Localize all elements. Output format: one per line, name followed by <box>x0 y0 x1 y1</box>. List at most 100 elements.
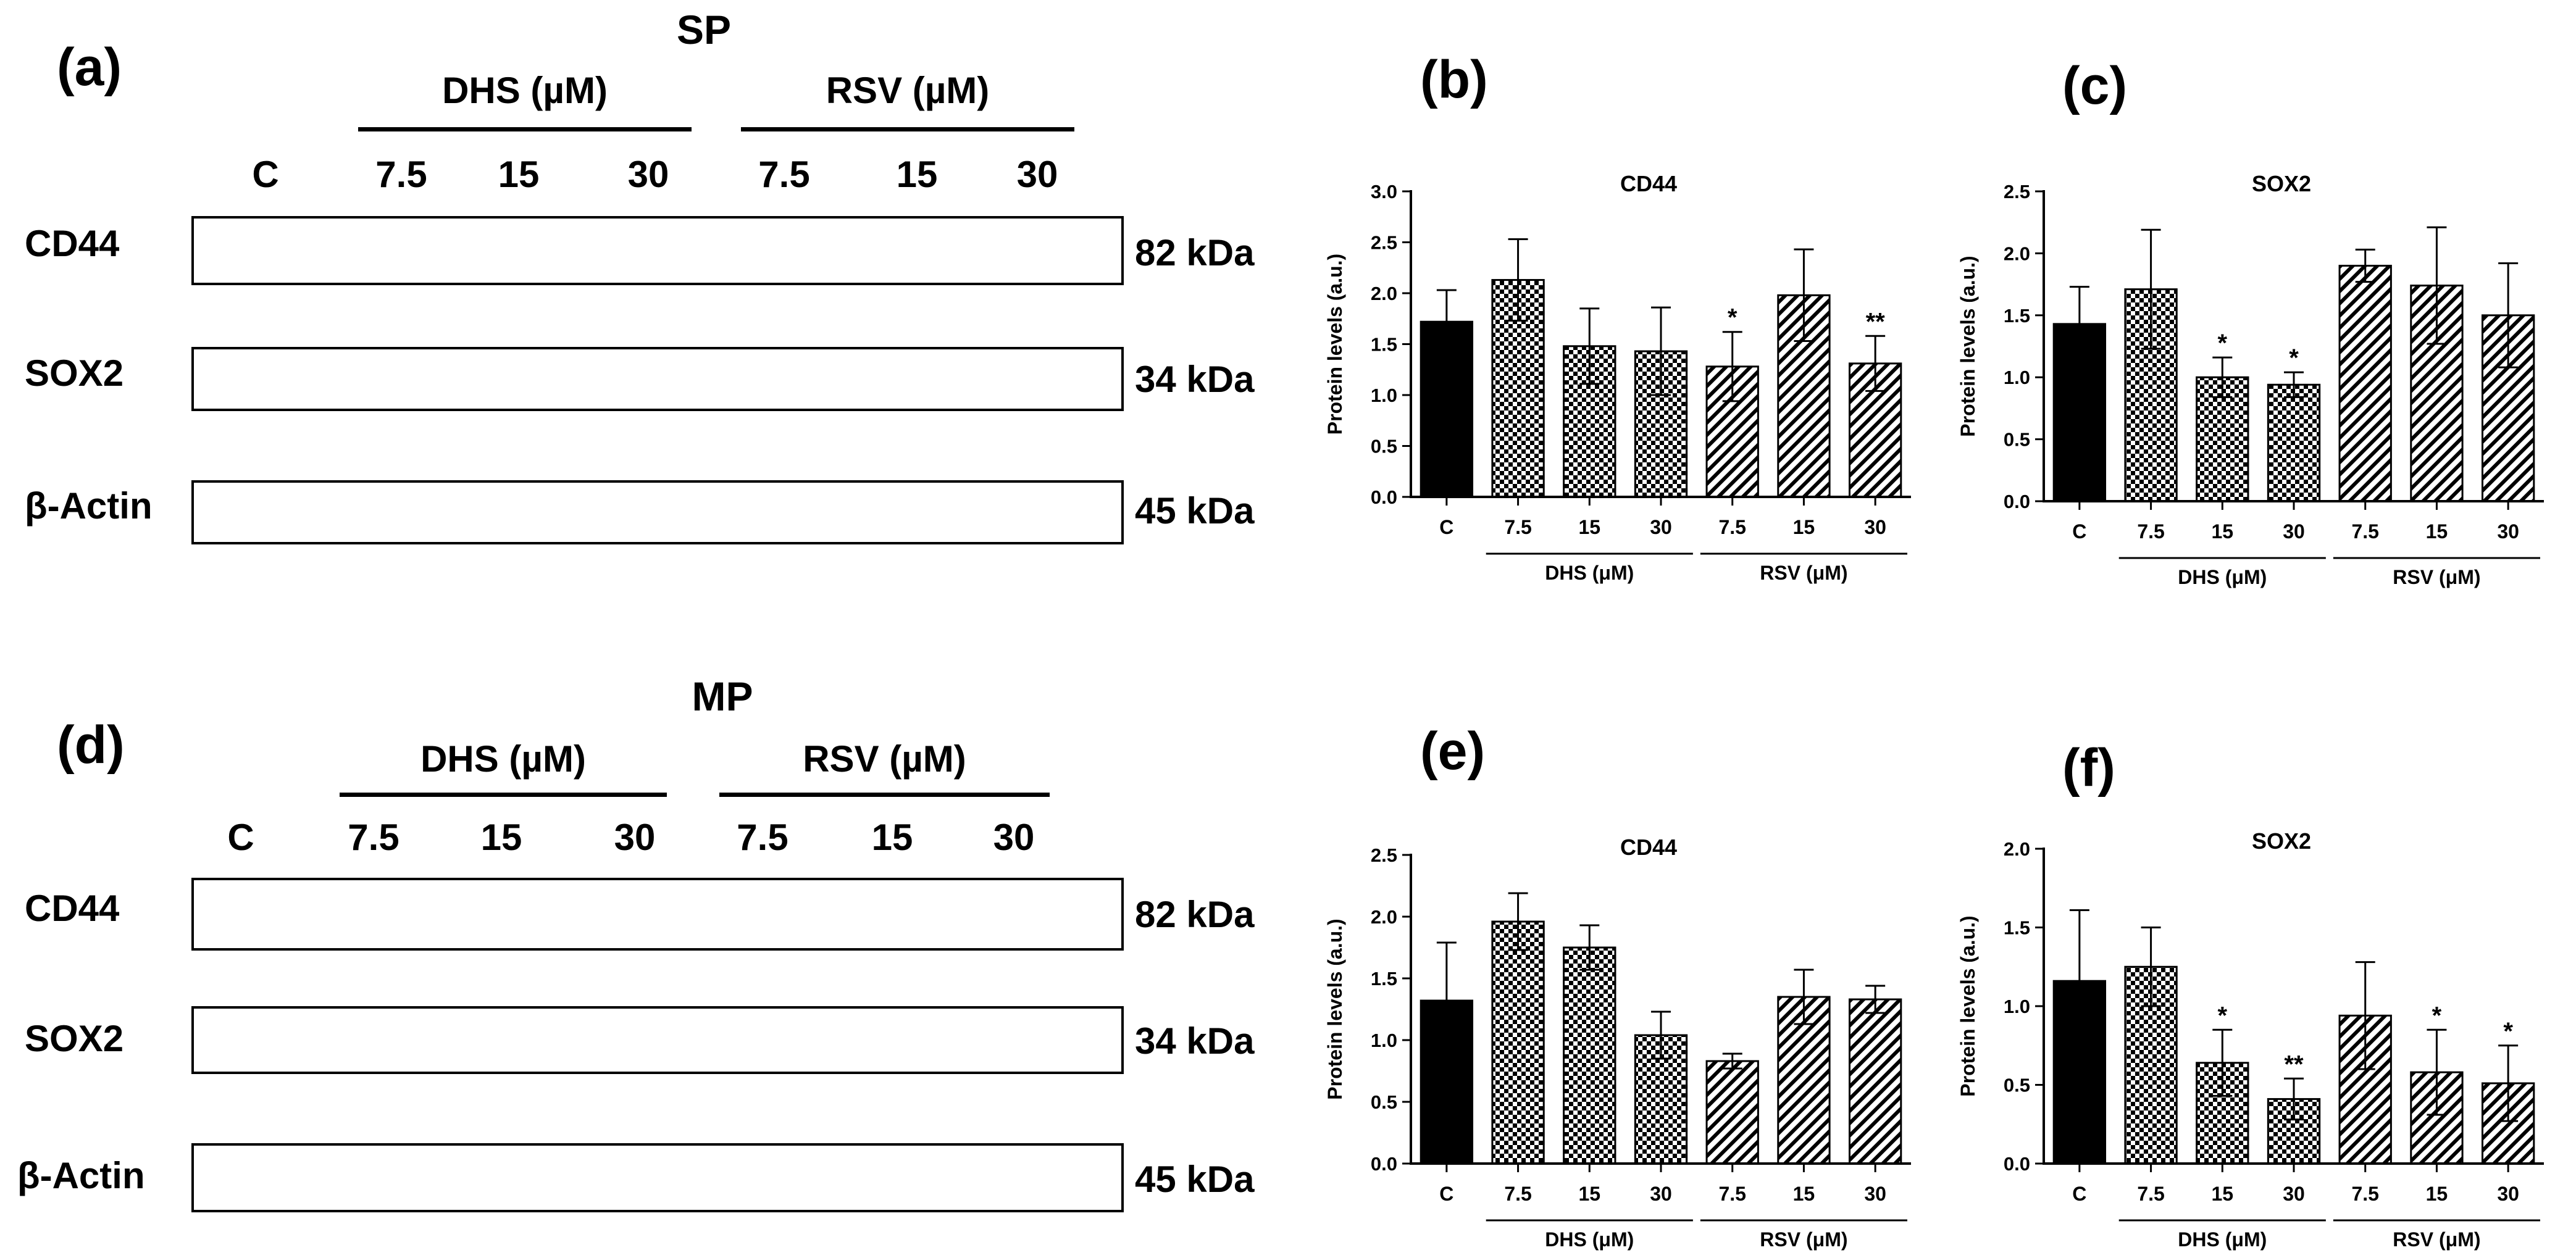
chart-b-title: CD44 <box>1620 171 1677 196</box>
chart-c-y-tick-label: 1.0 <box>2004 367 2030 388</box>
chart-b-bar <box>1705 365 1759 498</box>
chart-f-x-tick-label: 7.5 <box>2137 1183 2164 1205</box>
chart-c-y-tick-label: 2.0 <box>2004 243 2030 264</box>
chart-f-y-tick-label: 2.0 <box>2004 838 2030 860</box>
blot-sp-row-cd44-label: CD44 <box>25 223 120 264</box>
chart-e-title: CD44 <box>1620 835 1677 860</box>
chart-c-x-tick-label: 15 <box>2426 520 2448 543</box>
chart-e-group-label: RSV (μM) <box>1760 1228 1847 1251</box>
chart-e-x-tick-label: 7.5 <box>1718 1183 1746 1205</box>
blot-sp-lane-rsv-15: 15 <box>896 154 938 195</box>
chart-b-y-tick-label: 2.0 <box>1371 283 1397 304</box>
blot-mp-title: MP <box>692 673 753 719</box>
chart-e-bar <box>1705 1060 1759 1165</box>
blot-mp-lane-rsv-7-5: 7.5 <box>737 817 788 858</box>
chart-b-y-tick-label: 1.0 <box>1371 385 1397 406</box>
chart-c-x-tick-label: 30 <box>2497 520 2519 543</box>
blot-mp-group-dhs: DHS (µM) <box>420 738 586 780</box>
chart-e-y-tick-label: 0.5 <box>1371 1091 1397 1113</box>
chart-c-x-tick-label: 7.5 <box>2351 520 2378 543</box>
chart-c-x-tick-label: 15 <box>2211 520 2233 543</box>
chart-b-x-tick-label: 15 <box>1578 516 1600 538</box>
chart-c-y-tick-label: 1.5 <box>2004 305 2030 327</box>
chart-f-significance-mark: * <box>2217 1002 2227 1029</box>
blot-sp-lane-dhs-7-5: 7.5 <box>375 154 427 195</box>
blot-sp-row-sox2-label: SOX2 <box>25 352 124 394</box>
blot-mp-lane-c: C <box>227 817 254 858</box>
chart-f-y-tick-label: 1.5 <box>2004 917 2030 939</box>
chart-f-group-label: DHS (μM) <box>2178 1228 2267 1251</box>
chart-b-y-tick-label: 2.5 <box>1371 232 1397 254</box>
blot-sp-lane-c: C <box>252 154 279 195</box>
blot-sp-cd44-kda: 82 kDa <box>1135 232 1255 273</box>
chart-c-title: SOX2 <box>2252 171 2311 196</box>
chart-e-y-tick-label: 2.0 <box>1371 906 1397 928</box>
chart-b-y-tick-label: 0.5 <box>1371 436 1397 457</box>
blot-sp-lane-rsv-30: 30 <box>1016 154 1058 195</box>
chart-e-bar <box>1563 946 1616 1165</box>
chart-c-y-tick-label: 2.5 <box>2004 181 2030 202</box>
blot-sp-group-dhs-line <box>358 127 692 131</box>
chart-c-x-tick-label: 30 <box>2283 520 2305 543</box>
chart-c-significance-mark: * <box>2289 344 2299 372</box>
chart-c-group-label: RSV (μM) <box>2393 566 2480 588</box>
panel-label-d: (d) <box>57 715 125 775</box>
blot-sp-lane-dhs-30: 30 <box>627 154 669 195</box>
chart-f-x-tick-label: C <box>2072 1183 2086 1205</box>
blot-mp-cd44-membrane <box>191 878 1124 951</box>
chart-c-y-axis-label: Protein levels (a.u.) <box>1957 256 1979 436</box>
chart-c-bar <box>2338 264 2392 502</box>
blot-mp-sox2-membrane <box>191 1006 1124 1074</box>
chart-b-significance-mark: ** <box>1866 308 1886 335</box>
chart-f-significance-mark: * <box>2503 1018 2513 1045</box>
chart-e-y-tick-label: 2.5 <box>1371 844 1397 866</box>
panel-label-e: (e) <box>1420 722 1486 781</box>
panel-label-b: (b) <box>1420 50 1488 109</box>
chart-b-y-tick-label: 0.0 <box>1371 486 1397 508</box>
blot-mp-actin-kda: 45 kDa <box>1135 1159 1255 1200</box>
blot-sp-actin-membrane <box>191 480 1124 544</box>
chart-f-x-tick-label: 15 <box>2211 1183 2233 1205</box>
chart-e-group-label: DHS (μM) <box>1545 1228 1634 1251</box>
chart-c-group-label: DHS (μM) <box>2178 566 2267 588</box>
chart-b-x-tick-label: 30 <box>1650 516 1672 538</box>
blot-sp-lane-rsv-7-5: 7.5 <box>758 154 810 195</box>
chart-b-group-label: RSV (μM) <box>1760 562 1847 584</box>
blot-sp-group-dhs: DHS (µM) <box>442 70 608 111</box>
chart-b-x-tick-label: 30 <box>1864 516 1886 538</box>
chart-c-significance-mark: * <box>2217 330 2227 357</box>
blot-mp-lane-dhs-30: 30 <box>614 817 656 858</box>
blot-mp-cd44-kda: 82 kDa <box>1135 894 1255 935</box>
chart-c-y-tick-label: 0.5 <box>2004 429 2030 451</box>
blot-mp-sox2-kda: 34 kDa <box>1135 1020 1255 1062</box>
blot-sp-cd44-membrane <box>191 216 1124 285</box>
chart-e-bar <box>1848 998 1902 1165</box>
chart-f-group-label: RSV (μM) <box>2393 1228 2480 1251</box>
chart-b-x-tick-label: C <box>1439 516 1453 538</box>
chart-f-x-tick-label: 7.5 <box>2351 1183 2378 1205</box>
blot-mp-row-sox2-label: SOX2 <box>25 1018 124 1059</box>
chart-e-x-tick-label: 15 <box>1793 1183 1815 1205</box>
panel-label-c: (c) <box>2062 56 2128 115</box>
chart-e-bar <box>1491 920 1545 1165</box>
blot-mp-group-dhs-line <box>340 793 667 797</box>
blot-mp-actin-membrane <box>191 1143 1124 1212</box>
blot-sp-sox2-kda: 34 kDa <box>1135 359 1255 400</box>
chart-c-bar <box>2267 383 2321 502</box>
panel-label-a: (a) <box>57 38 122 97</box>
chart-c-y-tick-label: 0.0 <box>2004 491 2030 512</box>
blot-sp-group-rsv: RSV (µM) <box>826 70 990 111</box>
chart-f-x-tick-label: 15 <box>2426 1183 2448 1205</box>
chart-b-y-tick-label: 3.0 <box>1371 181 1397 202</box>
chart-e-x-tick-label: 7.5 <box>1504 1183 1531 1205</box>
chart-e-y-axis-label: Protein levels (a.u.) <box>1324 919 1346 1099</box>
chart-e-x-tick-label: C <box>1439 1183 1453 1205</box>
chart-f-significance-mark: * <box>2432 1002 2442 1029</box>
chart-f-y-axis-label: Protein levels (a.u.) <box>1957 915 1979 1096</box>
chart-e-bar <box>1420 999 1474 1165</box>
blot-mp-lane-dhs-7-5: 7.5 <box>348 817 399 858</box>
blot-sp-title: SP <box>676 7 732 52</box>
blot-sp-group-rsv-line <box>741 127 1074 131</box>
blot-sp-row-actin-label: β-Actin <box>25 485 153 527</box>
